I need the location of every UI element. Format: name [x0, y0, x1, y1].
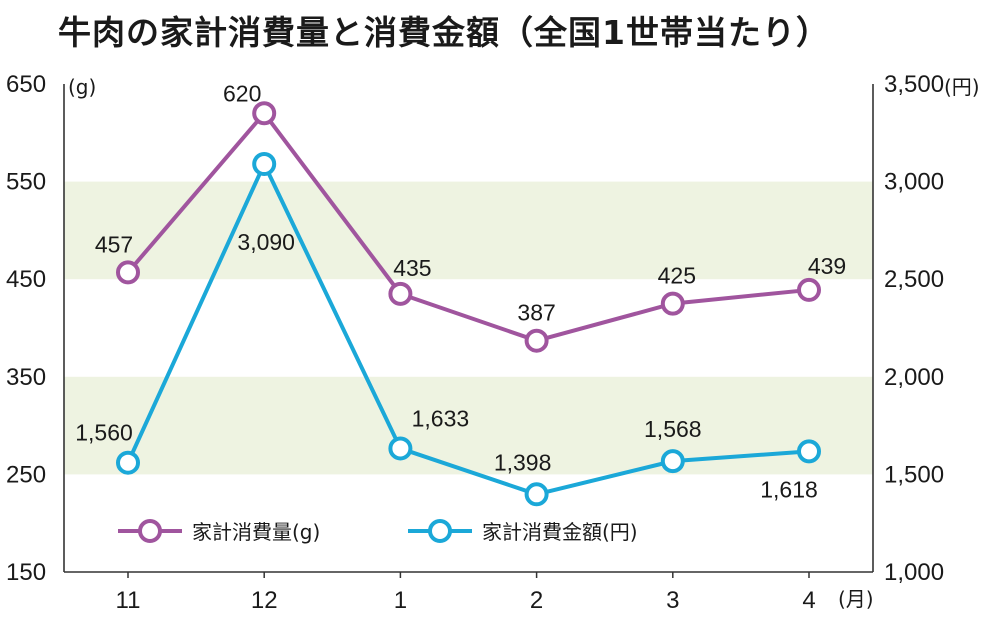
series-line-1 [126, 111, 810, 343]
x-tick-label: 4 [802, 587, 815, 614]
data-point [388, 436, 413, 461]
data-point [252, 101, 277, 126]
series-line-2 [126, 162, 810, 497]
x-tick-label: 3 [666, 587, 679, 614]
x-tick-label: 1 [394, 587, 407, 614]
data-point [524, 482, 549, 507]
x-tick-label: 11 [116, 587, 141, 614]
data-label: 1,618 [760, 476, 818, 502]
y-left-tick-label: 450 [6, 266, 46, 293]
grid-band [64, 181, 873, 280]
data-point [660, 449, 685, 474]
y-left-tick-label: 650 [6, 71, 46, 98]
data-label: 439 [808, 253, 846, 279]
y-right-tick-label: 3,000 [884, 169, 944, 196]
data-point [660, 291, 685, 316]
x-tick-label: 2 [530, 587, 543, 614]
legend-marker [428, 519, 452, 543]
legend-marker [138, 519, 162, 543]
y-right-tick-label: 2,500 [884, 266, 944, 293]
data-label: 1,398 [494, 449, 552, 475]
data-point [116, 450, 140, 475]
y-right-unit: (円) [944, 75, 980, 99]
data-label: 435 [393, 255, 431, 281]
data-label: 387 [517, 300, 555, 326]
y-left-unit: (g) [68, 75, 96, 99]
data-point [388, 281, 413, 306]
y-right-tick-label: 1,500 [884, 461, 944, 488]
chart-title: 牛肉の家計消費量と消費金額（全国1世帯当たり） [58, 13, 830, 52]
x-unit: (月) [838, 587, 874, 611]
data-label: 1,633 [412, 405, 470, 431]
data-label: 1,560 [75, 420, 133, 446]
y-right-tick-label: 2,000 [884, 364, 944, 391]
legend-label: 家計消費量(g) [192, 520, 320, 544]
data-point [116, 260, 140, 285]
y-left-tick-label: 150 [6, 559, 46, 586]
legend-label: 家計消費金額(円) [482, 520, 638, 544]
data-point [524, 328, 549, 353]
data-label: 425 [658, 263, 696, 289]
y-right-tick-label: 1,000 [884, 559, 944, 586]
data-label: 457 [95, 231, 133, 257]
data-label: 3,090 [237, 229, 295, 255]
y-right-tick-label: 3,500 [884, 71, 944, 98]
data-label: 1,568 [644, 416, 702, 442]
y-left-tick-label: 350 [6, 364, 46, 391]
y-left-tick-label: 550 [6, 169, 46, 196]
data-label: 620 [223, 80, 261, 106]
data-point [797, 439, 821, 464]
data-point [252, 152, 277, 177]
data-point [797, 277, 821, 302]
y-left-tick-label: 250 [6, 461, 46, 488]
x-tick-label: 12 [251, 587, 278, 614]
